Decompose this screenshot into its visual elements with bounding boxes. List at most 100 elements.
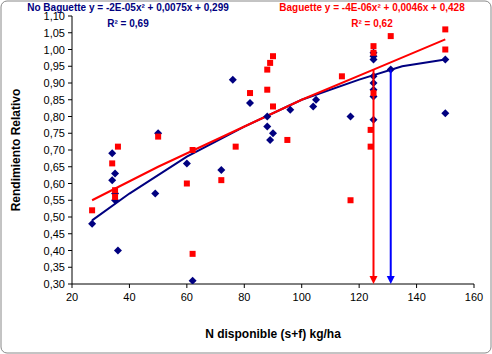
y-tick: [68, 83, 72, 84]
point: [218, 177, 224, 183]
point: [114, 247, 122, 255]
point: [442, 26, 448, 32]
y-tick-label: 0,70: [44, 144, 65, 156]
point: [151, 190, 159, 198]
x-tick-label: 80: [238, 291, 250, 303]
y-tick: [68, 183, 72, 184]
x-tick-label: 160: [465, 291, 483, 303]
r-squared: R² = 0,62: [351, 18, 393, 29]
x-tick: [474, 284, 475, 288]
point: [284, 137, 290, 143]
chart-wrap: 0,30 0,35 0,40 0,45 0,50 0,55 0,60 0,65 0,70 0,75…: [0, 0, 492, 354]
point: [109, 160, 115, 166]
point: [270, 103, 276, 109]
y-tick: [68, 250, 72, 251]
point: [108, 149, 116, 157]
point: [111, 169, 119, 177]
point: [267, 60, 273, 66]
x-tick: [186, 284, 187, 288]
point: [441, 109, 449, 117]
x-tick-label: 20: [66, 291, 78, 303]
y-tick: [68, 16, 72, 17]
point: [312, 96, 320, 104]
equation: y = -2E-05x² + 0,0075x + 0,299: [86, 2, 229, 13]
series-name: No Baguette: [27, 2, 86, 13]
point: [264, 87, 270, 93]
x-axis-label: N disponible (s+f) kg/ha: [205, 327, 341, 341]
y-tick-label: 0,60: [44, 178, 65, 190]
x-tick-label: 120: [350, 291, 368, 303]
point: [88, 220, 96, 228]
point: [89, 207, 95, 213]
point: [112, 187, 118, 193]
y-tick: [68, 284, 72, 285]
x-tick-label: 60: [181, 291, 193, 303]
y-tick: [68, 150, 72, 151]
point: [189, 277, 197, 284]
point: [286, 106, 294, 114]
point: [263, 113, 271, 121]
y-tick-label: 0,75: [44, 127, 65, 139]
x-tick-label: 100: [293, 291, 311, 303]
y-tick-label: 0,65: [44, 161, 65, 173]
equation-line: Baguette y = -4E-06x² + 0,0046x + 0,428: [279, 2, 465, 13]
trend-line: [92, 60, 445, 221]
point: [217, 166, 225, 174]
point: [246, 99, 254, 107]
point: [247, 90, 253, 96]
y-tick: [68, 116, 72, 117]
r-squared: R² = 0,69: [107, 18, 149, 29]
arrow-head: [387, 276, 395, 284]
y-tick: [68, 217, 72, 218]
y-axis-label: Rendimiento Relativo: [9, 89, 23, 212]
y-tick: [68, 66, 72, 67]
x-tick-label: 140: [407, 291, 425, 303]
x-tick: [301, 284, 302, 288]
x-tick: [416, 284, 417, 288]
x-tick: [72, 284, 73, 288]
y-tick: [68, 166, 72, 167]
trend-line: [92, 39, 445, 200]
y-tick-label: 0,30: [44, 278, 65, 290]
y-tick: [68, 200, 72, 201]
x-axis: [72, 284, 474, 285]
y-tick: [68, 99, 72, 100]
point: [269, 129, 277, 137]
point: [339, 73, 345, 79]
point: [370, 49, 378, 57]
point: [388, 33, 394, 39]
y-tick-label: 0,45: [44, 228, 65, 240]
point: [155, 134, 161, 140]
point: [442, 47, 448, 53]
point: [112, 194, 118, 200]
y-tick: [68, 32, 72, 33]
y-tick-label: 1,05: [44, 27, 65, 39]
arrow-head: [370, 276, 378, 284]
y-tick-label: 0,55: [44, 194, 65, 206]
y-tick-label: 0,85: [44, 94, 65, 106]
point: [184, 181, 190, 187]
plot-area: [88, 26, 449, 284]
y-tick: [68, 233, 72, 234]
point: [190, 147, 196, 153]
point: [115, 144, 121, 150]
y-tick-label: 0,80: [44, 111, 65, 123]
x-tick-label: 40: [123, 291, 135, 303]
x-tick: [129, 284, 130, 288]
equation: y = -4E-06x² + 0,0046x + 0,428: [322, 2, 465, 13]
point: [371, 43, 377, 49]
y-tick-label: 0,90: [44, 77, 65, 89]
series-name: Baguette: [279, 2, 322, 13]
point: [371, 50, 377, 56]
point: [190, 251, 196, 257]
y-tick-label: 0,50: [44, 211, 65, 223]
y-tick-label: 0,35: [44, 261, 65, 273]
point: [441, 56, 449, 64]
y-tick-label: 0,95: [44, 60, 65, 72]
point: [347, 113, 355, 121]
arrow: [390, 70, 392, 278]
point: [348, 197, 354, 203]
point: [183, 159, 191, 167]
y-tick-label: 0,40: [44, 245, 65, 257]
x-tick: [244, 284, 245, 288]
